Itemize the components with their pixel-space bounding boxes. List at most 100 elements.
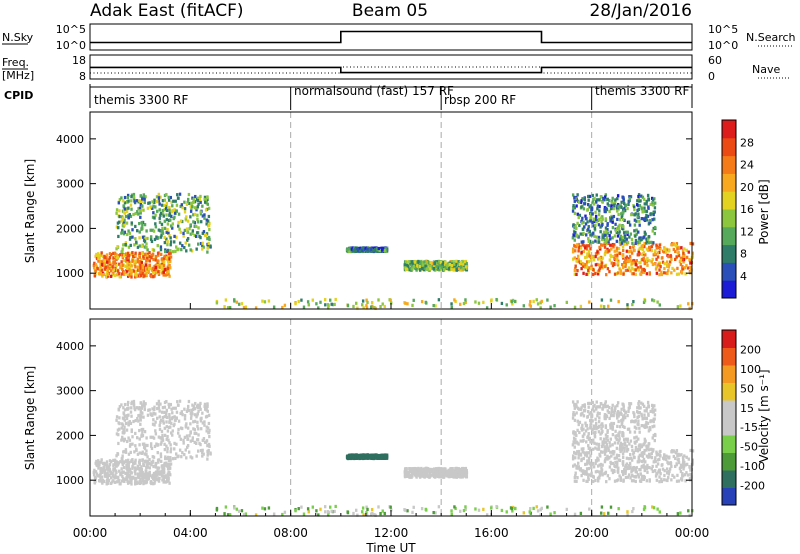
- power-echo-cell: [113, 273, 117, 277]
- velocity-echo-cell: [590, 465, 593, 470]
- velocity-echo-cell: [590, 474, 593, 478]
- power-echo-cell: [163, 254, 166, 258]
- power-echo-cell: [203, 195, 207, 199]
- velocity-echo-cell: [189, 416, 193, 420]
- velocity-echo-cell: [138, 437, 141, 441]
- power-echo-cell: [620, 215, 624, 220]
- power-echo-cell: [611, 196, 614, 200]
- velocity-echo-cell: [152, 475, 156, 479]
- velocity-echo-cell: [121, 474, 124, 479]
- velocity-echo-cell: [99, 471, 103, 475]
- power-echo-cell: [112, 260, 115, 265]
- velocity-echo-cell: [141, 430, 144, 434]
- power-echo-cell: [201, 241, 204, 245]
- velocity-echo-cell: [604, 400, 607, 404]
- power-echo-cell: [606, 231, 609, 235]
- power-echo-cell: [100, 251, 103, 255]
- power-echo-cell: [600, 259, 603, 263]
- velocity-echo-cell: [368, 454, 372, 459]
- power-echo-cell: [666, 248, 669, 252]
- velocity-echo-cell: [651, 410, 655, 414]
- velocity-echo-cell: [111, 472, 114, 476]
- velocity-echo-cell: [438, 475, 441, 479]
- power-echo-cell: [623, 201, 626, 206]
- velocity-echo-cell: [681, 474, 685, 478]
- power-echo-cell: [411, 265, 414, 269]
- power-echo-cell: [575, 259, 578, 263]
- velocity-echo-cell: [596, 464, 600, 468]
- velocity-echo-cell: [610, 406, 614, 411]
- power-echo-cell: [596, 250, 599, 254]
- power-echo-cell: [151, 266, 155, 270]
- velocity-echo-cell: [653, 438, 656, 443]
- velocity-echo-cell: [133, 408, 137, 412]
- velocity-echo-cell: [646, 400, 650, 405]
- power-echo-cell: [572, 206, 575, 210]
- velocity-echo-cell: [619, 441, 623, 445]
- velocity-echo-cell: [166, 429, 170, 433]
- power-echo-cell: [681, 265, 684, 269]
- power-echo-cell: [152, 229, 156, 233]
- power-echo-cell: [609, 254, 613, 259]
- power-echo-cell: [158, 220, 162, 224]
- power-echo-cell: [141, 235, 145, 239]
- power-echo-cell: [645, 209, 649, 213]
- power-echo-cell: [127, 206, 130, 210]
- velocity-echo-cell: [666, 470, 669, 475]
- power-echo-cell: [575, 204, 578, 208]
- power-echo-cell: [428, 264, 431, 268]
- velocity-echo-cell: [179, 426, 183, 430]
- velocity-echo-cell: [154, 420, 157, 424]
- power-echo-cell: [611, 243, 614, 248]
- velocity-echo-cell: [588, 473, 591, 477]
- power-echo-cell: [186, 201, 189, 205]
- velocity-echo-cell: [169, 450, 172, 454]
- velocity-echo-cell: [652, 448, 655, 452]
- velocity-echo-cell: [633, 455, 636, 460]
- power-echo-cell: [572, 223, 575, 227]
- power-echo-cell: [163, 203, 166, 208]
- velocity-echo-cell: [121, 423, 125, 427]
- velocity-echo-cell: [670, 464, 673, 469]
- power-echo-cell: [226, 306, 230, 310]
- power-echo-cell: [163, 240, 167, 245]
- velocity-echo-cell: [688, 465, 691, 469]
- power-echo-cell: [581, 243, 584, 247]
- power-echo-cell: [141, 251, 144, 255]
- power-echo-cell: [654, 249, 657, 253]
- power-echo-cell: [162, 273, 165, 277]
- nave-right-lo: 0: [708, 70, 715, 83]
- power-echo-cell: [186, 219, 190, 223]
- freq-step-line: [90, 66, 692, 74]
- power-echo-cell: [148, 201, 151, 205]
- power-echo-cell: [139, 211, 142, 215]
- power-echo-cell: [640, 207, 643, 211]
- power-echo-cell: [177, 196, 180, 200]
- power-echo-cell: [573, 211, 577, 215]
- power-echo-cell: [619, 237, 622, 241]
- power-echo-cell: [623, 242, 626, 246]
- power-echo-cell: [199, 194, 202, 199]
- power-echo-cell: [103, 267, 107, 271]
- power-echo-cell: [179, 230, 183, 234]
- power-echo-cell: [377, 246, 380, 251]
- power-echo-cell: [384, 247, 387, 251]
- power-echo-cell: [597, 240, 601, 244]
- velocity-echo-cell: [596, 414, 599, 418]
- velocity-echo-cell: [630, 474, 634, 478]
- velocity-echo-cell: [195, 415, 198, 419]
- velocity-echo-cell: [161, 416, 165, 420]
- velocity-echo-cell: [145, 472, 148, 476]
- velocity-echo-cell: [586, 427, 589, 431]
- velocity-echo-cell: [178, 399, 182, 403]
- power-echo-cell: [125, 270, 129, 274]
- velocity-echo-cell: [655, 450, 658, 454]
- velocity-echo-cell: [105, 463, 109, 467]
- power-echo-cell: [195, 234, 198, 239]
- velocity-echo-cell: [364, 453, 367, 457]
- power-echo-cell: [365, 306, 369, 310]
- power-echo-cell: [202, 245, 205, 249]
- power-echo-cell: [611, 220, 614, 224]
- power-echo-cell: [361, 299, 365, 303]
- velocity-echo-cell: [619, 476, 622, 480]
